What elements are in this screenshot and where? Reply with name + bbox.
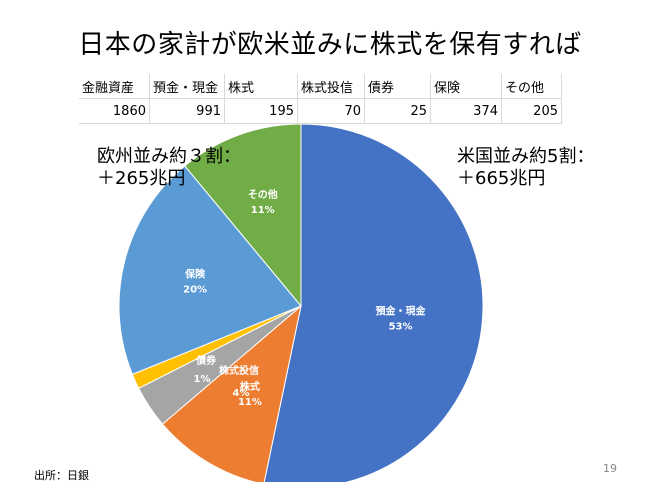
table-header-cell: 株式 — [224, 74, 298, 99]
pie-slice — [161, 304, 302, 482]
page-number: 19 — [603, 462, 617, 475]
pie-chart-area: 預金・現金 53% 株式 11% 株式投信 4% 債券 1% 保険 20% その他 11% — [79, 124, 548, 482]
table-value-cell: 70 — [297, 98, 365, 124]
table-value-cell: 1860 — [79, 98, 150, 124]
slice-percent-label: 11% — [251, 205, 275, 216]
pie-slice — [118, 165, 302, 376]
annotation-us: 米国並み約5割： ＋665兆円 — [457, 146, 595, 189]
slice-percent-label: 1% — [194, 374, 211, 385]
pie-slice — [263, 124, 484, 482]
table-header-cell: 債券 — [364, 74, 431, 99]
table-header-cell: 預金・現金 — [149, 74, 225, 99]
slice-category-label: 株式 — [240, 380, 260, 393]
slice-category-label: 預金・現金 — [376, 304, 427, 317]
slice-category-label: 債券 — [195, 354, 217, 367]
table-value-cell: 205 — [501, 98, 562, 124]
table-header-row: 金融資産 預金・現金 株式 株式投信 債券 保険 その他 — [79, 74, 562, 99]
table-value-cell: 25 — [364, 98, 431, 124]
page-title: 日本の家計が欧米並みに株式を保有すれば — [78, 30, 582, 60]
table-value-row: 1860 991 195 70 25 374 205 — [79, 98, 562, 124]
slice-category-label: その他 — [248, 188, 278, 201]
table-header-cell: 金融資産 — [79, 74, 150, 99]
table-header-cell: 保険 — [430, 74, 502, 99]
table-header-cell: その他 — [501, 74, 562, 99]
slice-percent-label: 20% — [183, 284, 207, 295]
table-value-cell: 195 — [224, 98, 298, 124]
source-note: 出所：日銀 — [34, 469, 89, 482]
slice-category-label: 保険 — [184, 267, 206, 280]
pie-chart: 預金・現金 53% 株式 11% 株式投信 4% 債券 1% 保険 20% その他 11% — [118, 124, 484, 482]
table-value-cell: 991 — [149, 98, 225, 124]
table-value-cell: 374 — [430, 98, 502, 124]
slice-percent-label: 11% — [238, 397, 262, 408]
annotation-europe: 欧州並み約３割： ＋265兆円 — [97, 146, 241, 189]
asset-table: 金融資産 預金・現金 株式 株式投信 債券 保険 その他 1860 991 19… — [79, 74, 562, 124]
pie-slice — [184, 124, 302, 308]
table-header-cell: 株式投信 — [297, 74, 365, 99]
slice-category-label: 株式投信 — [219, 364, 259, 377]
slice-percent-label: 53% — [389, 321, 413, 332]
slice-percent-label: 4% — [233, 388, 250, 399]
